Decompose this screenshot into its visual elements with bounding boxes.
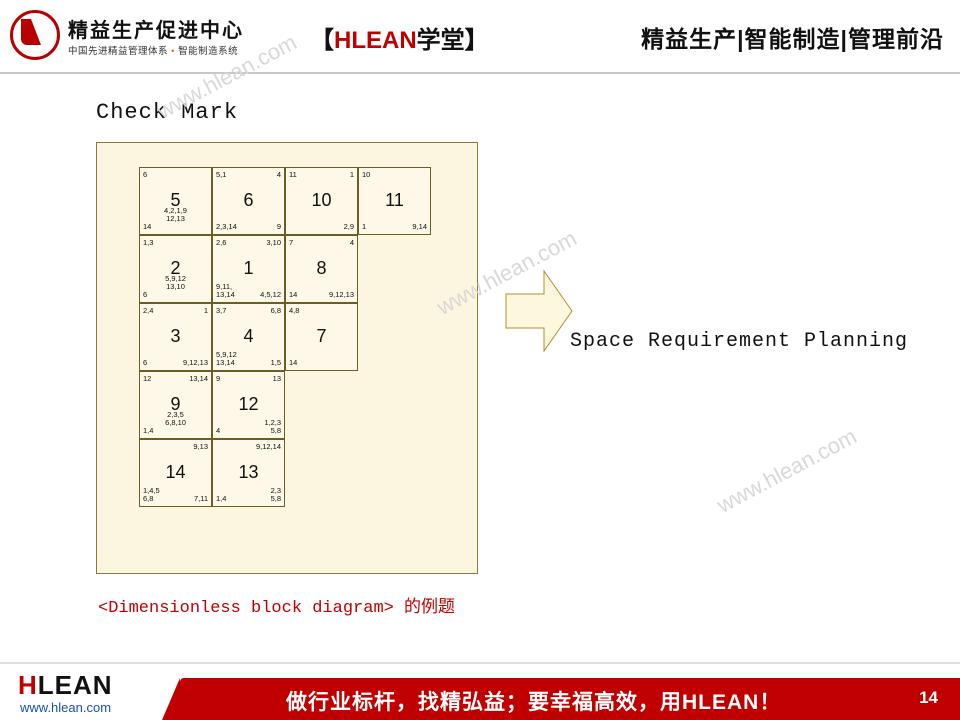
cell-annotation: 9,11, 13,14 bbox=[216, 283, 235, 299]
footer-divider bbox=[0, 662, 960, 664]
cell-number: 7 bbox=[286, 326, 357, 347]
block-cell-7: 7 4,8 14 bbox=[285, 303, 358, 371]
cell-number: 8 bbox=[286, 258, 357, 279]
logo-title: 精益生产促进中心 bbox=[68, 14, 244, 43]
cell-annotation: 4,2,1,9 12,13 bbox=[140, 207, 211, 223]
cell-annotation: 13 bbox=[273, 375, 281, 383]
footer: HLEAN www.hlean.com 做行业标杆，找精弘益；要幸福高效，用HL… bbox=[0, 662, 960, 720]
cell-annotation: 14 bbox=[289, 359, 297, 367]
cell-annotation: 11 bbox=[289, 171, 297, 179]
cell-annotation: 9,13 bbox=[193, 443, 208, 451]
watermark: www.hlean.com bbox=[713, 423, 861, 518]
block-cell-12: 12 9 13 4 1,2,3 5,8 bbox=[212, 371, 285, 439]
block-cell-9: 91213,141,42,3,5 6,8,10 bbox=[139, 371, 212, 439]
cell-number: 3 bbox=[140, 326, 211, 347]
cell-number: 11 bbox=[359, 190, 430, 211]
block-cell-10: 101112,9 bbox=[285, 167, 358, 235]
cell-annotation: 5,9,12 13,10 bbox=[140, 275, 211, 291]
cell-annotation: 14 bbox=[143, 223, 151, 231]
cell-annotation: 1,3 bbox=[143, 239, 153, 247]
cell-annotation: 7 bbox=[289, 239, 293, 247]
cell-annotation: 2,9 bbox=[344, 223, 354, 231]
srp-label: Space Requirement Planning bbox=[570, 330, 908, 353]
cell-annotation: 1 bbox=[204, 307, 208, 315]
page-number: 14 bbox=[919, 688, 938, 708]
block-cell-11: 11 10 1 9,14 bbox=[358, 167, 431, 235]
cell-annotation: 2,4 bbox=[143, 307, 153, 315]
cell-annotation: 4,5,12 bbox=[260, 291, 281, 299]
logo-icon bbox=[10, 10, 60, 60]
right-title: 精益生产|智能制造|管理前沿 bbox=[641, 20, 944, 54]
cell-number: 14 bbox=[140, 462, 211, 483]
cell-annotation: 1,4 bbox=[143, 427, 153, 435]
cell-number: 10 bbox=[286, 190, 357, 211]
cell-annotation: 1,4,5 6,8 bbox=[143, 487, 160, 503]
cell-annotation: 4 bbox=[277, 171, 281, 179]
cell-annotation: 6 bbox=[143, 171, 147, 179]
cell-annotation: 2,3,14 bbox=[216, 223, 237, 231]
cell-annotation: 2,6 bbox=[216, 239, 226, 247]
cell-annotation: 9,12,14 bbox=[256, 443, 281, 451]
block-cell-1: 1 2,6 3,10 9,11, 13,14 4,5,12 bbox=[212, 235, 285, 303]
block-cell-13: 13 9,12,14 1,4 2,3 5,8 bbox=[212, 439, 285, 507]
block-cell-8: 8 7 4 14 9,12,13 bbox=[285, 235, 358, 303]
footer-tagline: 做行业标杆，找精弘益；要幸福高效，用HLEAN！ bbox=[286, 686, 781, 716]
center-title: 【HLEAN学堂】 bbox=[310, 20, 489, 55]
block-diagram-container: 56144,2,1,9 12,1365,142,3,149101112,9111… bbox=[96, 142, 478, 574]
cell-annotation: 2,3 5,8 bbox=[271, 487, 281, 503]
cell-number: 1 bbox=[213, 258, 284, 279]
block-cell-5: 56144,2,1,9 12,13 bbox=[139, 167, 212, 235]
cell-annotation: 9 bbox=[216, 375, 220, 383]
cell-annotation: 14 bbox=[289, 291, 297, 299]
diagram-caption: <Dimensionless block diagram> 的例题 bbox=[98, 592, 455, 618]
cell-annotation: 7,11 bbox=[194, 495, 208, 503]
cell-annotation: 1 bbox=[350, 171, 354, 179]
cell-number: 12 bbox=[213, 394, 284, 415]
cell-annotation: 1,4 bbox=[216, 495, 226, 503]
cell-annotation: 13,14 bbox=[189, 375, 208, 383]
cell-annotation: 4,8 bbox=[289, 307, 299, 315]
cell-annotation: 1 bbox=[362, 223, 366, 231]
cell-annotation: 2,3,5 6,8,10 bbox=[140, 411, 211, 427]
cell-annotation: 9,14 bbox=[412, 223, 427, 231]
cell-annotation: 4 bbox=[350, 239, 354, 247]
block-cell-6: 6 5,1 4 2,3,14 9 bbox=[212, 167, 285, 235]
cell-annotation: 3,10 bbox=[266, 239, 281, 247]
slide-title: Check Mark bbox=[96, 100, 238, 125]
cell-annotation: 9,12,13 bbox=[329, 291, 354, 299]
cell-number: 4 bbox=[213, 326, 284, 347]
cell-annotation: 1,5 bbox=[271, 359, 281, 367]
cell-annotation: 4 bbox=[216, 427, 220, 435]
footer-url: www.hlean.com bbox=[20, 700, 111, 715]
arrow-icon bbox=[504, 266, 574, 356]
block-cell-14: 14 9,13 1,4,5 6,8 7,11 bbox=[139, 439, 212, 507]
cell-annotation: 1,2,3 5,8 bbox=[264, 419, 281, 435]
cell-annotation: 6 bbox=[143, 359, 147, 367]
cell-annotation: 5,1 bbox=[216, 171, 226, 179]
cell-annotation: 12 bbox=[143, 375, 151, 383]
block-cell-4: 4 3,7 6,8 5,9,12 13,14 1,5 bbox=[212, 303, 285, 371]
cell-annotation: 9 bbox=[277, 223, 281, 231]
cell-annotation: 10 bbox=[362, 171, 370, 179]
logo-text: 精益生产促进中心 中国先进精益管理体系 • 智能制造系统 bbox=[68, 14, 244, 57]
logo-area: 精益生产促进中心 中国先进精益管理体系 • 智能制造系统 bbox=[10, 10, 244, 60]
content-area: Check Mark 56144,2,1,9 12,1365,142,3,149… bbox=[0, 70, 960, 660]
cell-annotation: 9,12,13 bbox=[183, 359, 208, 367]
logo-subtitle: 中国先进精益管理体系 • 智能制造系统 bbox=[68, 43, 244, 57]
cell-number: 13 bbox=[213, 462, 284, 483]
footer-logo: HLEAN bbox=[18, 670, 113, 701]
cell-annotation: 6,8 bbox=[271, 307, 281, 315]
cell-number: 6 bbox=[213, 190, 284, 211]
block-cell-2: 21,365,9,12 13,10 bbox=[139, 235, 212, 303]
cell-annotation: 5,9,12 13,14 bbox=[216, 351, 237, 367]
cell-annotation: 3,7 bbox=[216, 307, 226, 315]
header: 精益生产促进中心 中国先进精益管理体系 • 智能制造系统 【HLEAN学堂】 精… bbox=[0, 0, 960, 66]
cell-annotation: 6 bbox=[143, 291, 147, 299]
block-cell-3: 3 2,4 1 6 9,12,13 bbox=[139, 303, 212, 371]
